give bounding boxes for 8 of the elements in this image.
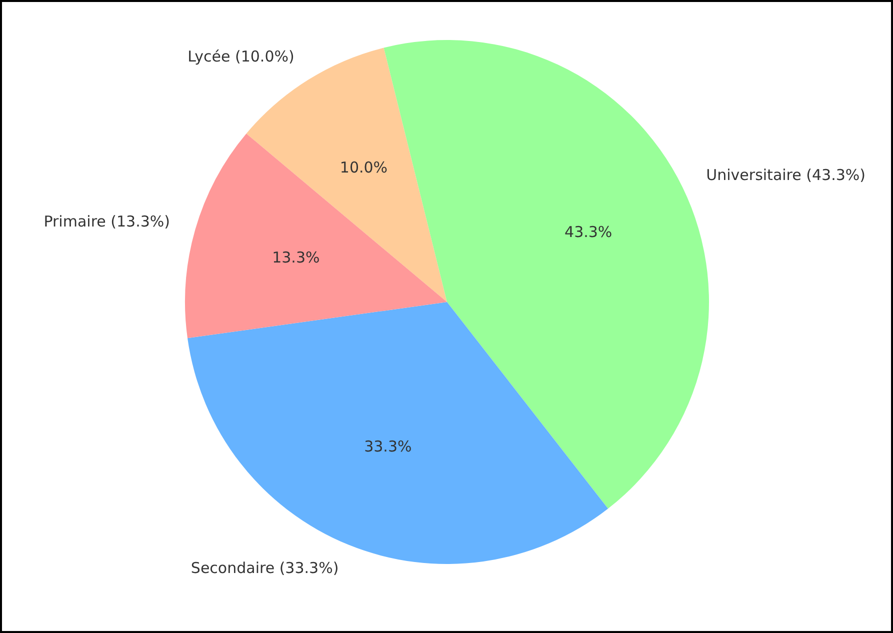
data-label: 33.3% (364, 438, 412, 456)
slice-label: Lycée (10.0%) (188, 47, 294, 66)
data-label: 10.0% (340, 158, 388, 177)
slice-label: Primaire (13.3%) (44, 212, 170, 230)
slice-label: Universitaire (43.3%) (706, 166, 866, 184)
slice-label: Secondaire (33.3%) (190, 558, 339, 577)
data-label: 43.3% (564, 223, 612, 242)
data-label: 13.3% (272, 248, 320, 266)
